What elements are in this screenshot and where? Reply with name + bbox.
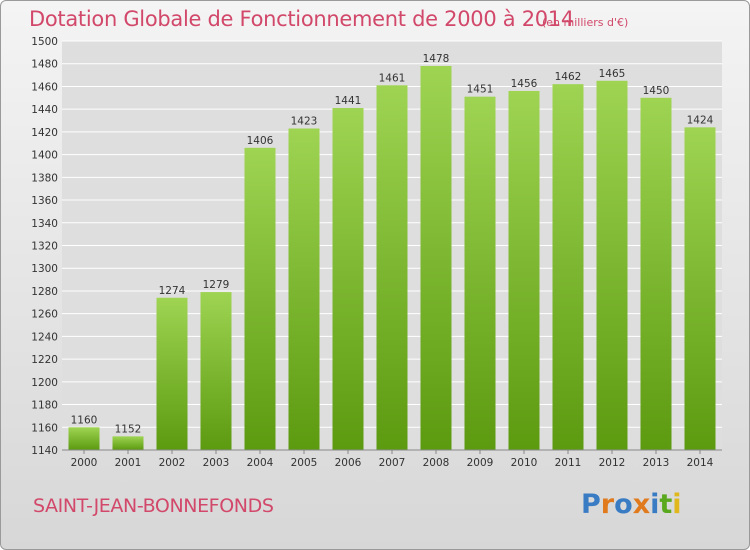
bar-2004 (244, 147, 276, 451)
logo-letter: i (650, 489, 660, 520)
proxiti-logo: Proxiti (581, 489, 682, 520)
y-tick-label: 1480 (31, 59, 58, 71)
data-label-2000: 1160 (71, 414, 98, 426)
x-tick-label-2007: 2007 (379, 457, 406, 469)
x-tick-label-2013: 2013 (643, 457, 670, 469)
x-tick-label-2005: 2005 (291, 457, 318, 469)
x-tick-label-2009: 2009 (467, 457, 494, 469)
x-tick-label-2011: 2011 (555, 457, 582, 469)
y-tick-label: 1380 (31, 172, 58, 184)
x-tick-label-2000: 2000 (71, 457, 98, 469)
bar-2000 (68, 427, 100, 450)
y-tick-label: 1240 (31, 331, 58, 343)
commune-name: SAINT-JEAN-BONNEFONDS (33, 495, 274, 517)
bar-2013 (640, 97, 672, 451)
chart-subtitle: (en milliers d'€) (542, 16, 629, 29)
x-tick-label-2008: 2008 (423, 457, 450, 469)
data-label-2007: 1461 (379, 72, 406, 84)
bar-2012 (596, 80, 628, 450)
y-tick-label: 1340 (31, 218, 58, 230)
y-tick-label: 1160 (31, 422, 58, 434)
x-tick-label-2003: 2003 (203, 457, 230, 469)
data-label-2005: 1423 (291, 115, 318, 127)
x-tick-label-2012: 2012 (599, 457, 626, 469)
data-label-2002: 1274 (159, 285, 186, 297)
y-tick-label: 1200 (31, 377, 58, 389)
logo-letter: o (614, 489, 633, 520)
bar-2006 (332, 108, 364, 451)
x-tick-label-2010: 2010 (511, 457, 538, 469)
data-label-2004: 1406 (247, 135, 274, 147)
bar-2005 (288, 128, 320, 450)
x-tick-label-2006: 2006 (335, 457, 362, 469)
y-tick-label: 1420 (31, 127, 58, 139)
logo-letter: t (659, 489, 673, 520)
data-label-2010: 1456 (511, 78, 538, 90)
bar-2002 (156, 297, 188, 450)
x-tick-label-2001: 2001 (115, 457, 142, 469)
bar-2011 (552, 84, 584, 450)
y-tick-label: 1220 (31, 354, 58, 366)
data-label-2014: 1424 (687, 114, 714, 126)
logo-letter: P (581, 489, 601, 520)
data-label-2009: 1451 (467, 84, 494, 96)
data-label-2011: 1462 (555, 71, 582, 83)
data-label-2001: 1152 (115, 423, 142, 435)
data-label-2008: 1478 (423, 53, 450, 65)
y-tick-label: 1280 (31, 286, 58, 298)
y-tick-label: 1460 (31, 81, 58, 93)
y-tick-label: 1320 (31, 241, 58, 253)
y-tick-label: 1400 (31, 150, 58, 162)
data-label-2012: 1465 (599, 68, 626, 80)
data-label-2003: 1279 (203, 279, 230, 291)
bars: 1160 1152 1274 1279 1406 1423 1441 1461 1478 1451… (68, 53, 716, 451)
bar-2003 (200, 292, 232, 450)
bar-2001 (112, 436, 144, 450)
y-tick-label: 1180 (31, 400, 58, 412)
bar-2010 (508, 90, 540, 450)
y-tick-label: 1440 (31, 104, 58, 116)
bar-2014 (684, 127, 716, 450)
logo-letter: x (632, 489, 651, 520)
bar-2009 (464, 96, 496, 451)
logo-letter: i (672, 489, 682, 520)
chart-title: Dotation Globale de Fonctionnement de 20… (29, 7, 574, 31)
y-axis-ticks: 1140 1160 1180 1200 1220 1240 1260 1280 1300 1320… (31, 36, 58, 457)
x-tick-label-2004: 2004 (247, 457, 274, 469)
x-tick-label-2002: 2002 (159, 457, 186, 469)
bar-2007 (376, 85, 408, 450)
y-tick-label: 1260 (31, 309, 58, 321)
data-label-2006: 1441 (335, 95, 362, 107)
x-tick-label-2014: 2014 (687, 457, 714, 469)
data-label-2013: 1450 (643, 85, 670, 97)
x-axis-ticks: 2000 2001 2002 2003 2004 2005 2006 2007 2008 2009… (71, 450, 714, 469)
y-tick-label: 1360 (31, 195, 58, 207)
logo-letter: r (600, 489, 615, 520)
y-tick-label: 1140 (31, 445, 58, 457)
bar-2008 (420, 65, 452, 450)
y-tick-label: 1300 (31, 263, 58, 275)
y-tick-label: 1500 (31, 36, 58, 48)
